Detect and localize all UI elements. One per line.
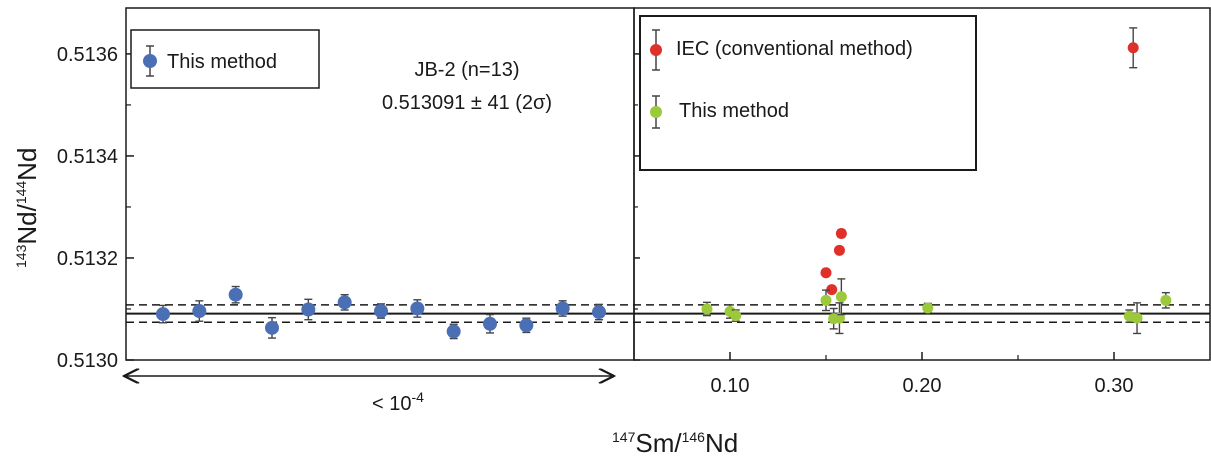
left-panel-points bbox=[156, 285, 606, 340]
this-method-data-point bbox=[833, 312, 845, 324]
legend-iec-marker bbox=[650, 44, 662, 56]
x-tick-label: 0.30 bbox=[1095, 375, 1134, 397]
left-data-point bbox=[446, 324, 461, 339]
this-method-data-point bbox=[922, 302, 934, 314]
left-data-point bbox=[228, 287, 243, 302]
left-data-point bbox=[519, 318, 534, 333]
y-tick-label: 0.5134 bbox=[57, 146, 118, 168]
left-data-point bbox=[265, 320, 279, 335]
y-tick-label: 0.5132 bbox=[57, 248, 118, 270]
left-legend-label: This method bbox=[167, 51, 277, 73]
legend-iec-label: IEC (conventional method) bbox=[676, 38, 913, 60]
this-method-data-point bbox=[730, 310, 742, 322]
this-method-data-point bbox=[1131, 312, 1143, 324]
iec-data-point bbox=[835, 227, 847, 239]
sample-annotation: JB-2 (n=13) bbox=[414, 59, 519, 81]
iec-data-point bbox=[826, 284, 838, 296]
right-legend: IEC (conventional method) This method bbox=[639, 15, 977, 171]
legend-this-marker bbox=[650, 106, 662, 118]
x-tick-label: 0.20 bbox=[903, 375, 942, 397]
this-method-data-point bbox=[835, 291, 847, 303]
y-axis-label: 143Nd/144Nd bbox=[12, 148, 42, 268]
y-tick-label: 0.5130 bbox=[57, 350, 118, 372]
x-tick-label: 0.10 bbox=[711, 375, 750, 397]
iec-data-point bbox=[1127, 42, 1139, 54]
left-data-point bbox=[301, 302, 316, 317]
left-data-point bbox=[156, 307, 170, 322]
legend-this-label: This method bbox=[679, 100, 789, 122]
right-legend-box bbox=[639, 15, 977, 171]
left-legend: This method bbox=[130, 29, 320, 89]
left-data-point bbox=[555, 301, 570, 316]
left-data-point bbox=[374, 304, 388, 319]
this-method-data-point bbox=[820, 294, 832, 306]
y-tick-label: 0.5136 bbox=[57, 44, 118, 66]
iec-data-point bbox=[820, 267, 832, 279]
iec-data-point bbox=[833, 244, 845, 256]
left-legend-marker bbox=[143, 54, 157, 68]
x-axis-ticks: 0.10 0.20 0.30 bbox=[711, 352, 1134, 397]
left-data-point bbox=[410, 301, 425, 316]
left-data-point bbox=[192, 304, 207, 319]
left-data-point bbox=[483, 316, 497, 331]
this-method-data-point bbox=[701, 303, 713, 315]
this-method-data-point bbox=[1160, 294, 1172, 306]
range-label: < 10-4 bbox=[372, 389, 424, 415]
x-axis-label: 147Sm/146Nd bbox=[612, 428, 738, 458]
left-data-point bbox=[592, 305, 606, 320]
reference-lines bbox=[126, 304, 1210, 323]
y-axis-ticks: 0.5130 0.5132 0.5134 0.5136 bbox=[57, 44, 640, 372]
left-legend-box bbox=[130, 29, 320, 89]
left-data-point bbox=[337, 295, 352, 310]
right-panel-points bbox=[701, 27, 1172, 335]
mean-annotation: 0.513091 ± 41 (2σ) bbox=[382, 92, 552, 114]
